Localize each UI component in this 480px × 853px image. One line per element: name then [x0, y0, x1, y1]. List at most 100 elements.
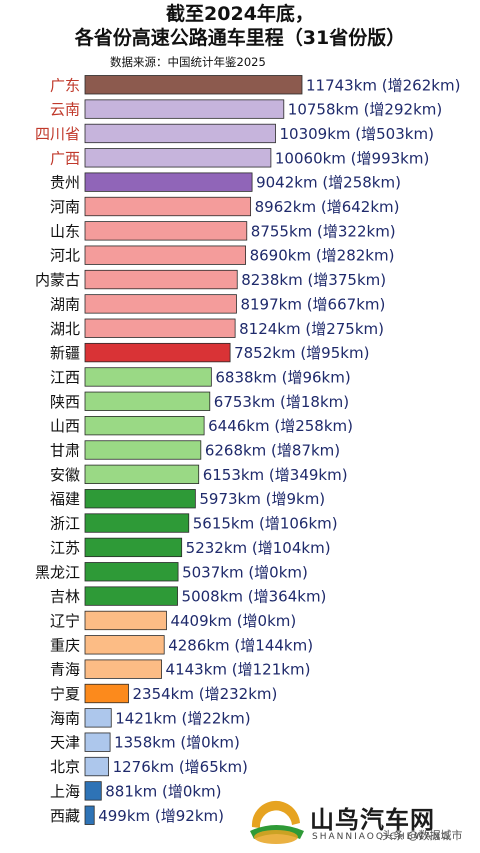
bar — [84, 781, 102, 801]
value-label: 6153km (增349km) — [203, 466, 348, 484]
category-label: 山西 — [50, 417, 80, 435]
bar — [84, 342, 231, 363]
watermark-brand: 山鸟汽车网 — [310, 806, 435, 834]
bar — [84, 269, 238, 290]
bar — [84, 635, 165, 655]
category-label: 甘肃 — [50, 442, 80, 460]
category-label: 湖北 — [50, 320, 80, 338]
value-label: 881km (增0km) — [105, 782, 221, 800]
chart-title-line-2: 各省份高速公路通车里程（31省份版） — [74, 27, 406, 49]
category-label: 江苏 — [50, 539, 80, 557]
value-label: 7852km (增95km) — [234, 344, 369, 362]
bar — [84, 196, 252, 217]
bar — [84, 537, 183, 558]
bar — [84, 318, 236, 338]
value-label: 8124km (增275km) — [239, 320, 384, 338]
category-label: 辽宁 — [50, 612, 80, 630]
value-label: 10309km (增503km) — [280, 125, 434, 143]
category-label: 安徽 — [50, 466, 80, 484]
bar — [84, 221, 248, 241]
bar — [84, 732, 111, 752]
category-label: 重庆 — [50, 636, 80, 654]
watermark-logo-icon — [250, 800, 304, 844]
value-label: 8962km (增642km) — [255, 198, 400, 216]
value-label: 8197km (增667km) — [240, 295, 385, 313]
bar — [84, 756, 109, 777]
category-label: 内蒙古 — [35, 271, 80, 289]
bar — [84, 440, 202, 460]
bar — [84, 99, 285, 119]
category-label: 北京 — [50, 758, 80, 776]
value-label: 6268km (增87km) — [205, 442, 340, 460]
value-label: 10758km (增292km) — [288, 101, 442, 119]
value-label: 5008km (增364km) — [182, 588, 327, 606]
category-label: 天津 — [50, 734, 80, 752]
value-label: 6753km (增18km) — [214, 393, 349, 411]
bar — [84, 708, 112, 728]
category-label: 河南 — [50, 198, 80, 216]
category-label: 宁夏 — [50, 685, 80, 703]
category-label: 广东 — [50, 76, 80, 94]
category-label: 河北 — [50, 247, 80, 265]
category-label: 新疆 — [50, 344, 80, 362]
value-label: 8690km (增282km) — [250, 247, 395, 265]
bar — [84, 415, 205, 436]
value-label: 5615km (增106km) — [193, 515, 338, 533]
category-label: 吉林 — [50, 588, 80, 606]
value-label: 4409km (增0km) — [170, 612, 296, 630]
value-label: 1358km (增0km) — [114, 734, 240, 752]
value-label: 8238km (增375km) — [241, 271, 386, 289]
category-label: 福建 — [50, 490, 80, 508]
chart-title-line-1: 截至2024年底， — [166, 3, 314, 25]
value-label: 6838km (增96km) — [215, 368, 350, 386]
category-label: 山东 — [50, 222, 80, 240]
value-label: 11743km (增262km) — [306, 76, 460, 94]
category-label: 四川省 — [35, 125, 80, 143]
category-label: 广西 — [50, 149, 80, 167]
value-label: 5973km (增9km) — [199, 490, 325, 508]
bar — [84, 294, 237, 314]
value-label: 10060km (增993km) — [275, 149, 429, 167]
watermark-tag: 头条 @数据城市 — [382, 829, 463, 842]
bar — [84, 513, 190, 533]
bar — [84, 562, 179, 582]
bar — [84, 659, 162, 679]
bar — [84, 245, 246, 265]
bar — [84, 610, 167, 631]
value-label: 5232km (增104km) — [186, 539, 331, 557]
bar — [84, 489, 196, 509]
category-label: 浙江 — [50, 515, 80, 533]
value-label: 5037km (增0km) — [182, 563, 308, 581]
category-label: 陕西 — [50, 393, 80, 411]
bar — [84, 683, 129, 704]
category-label: 江西 — [50, 368, 80, 386]
bar — [84, 148, 272, 168]
watermark-subtitle: SHANNIAOQICHEWANG — [312, 832, 451, 842]
category-label: 西藏 — [50, 807, 80, 825]
value-label: 9042km (增258km) — [256, 174, 401, 192]
bar — [84, 805, 95, 825]
category-label: 黑龙江 — [35, 563, 80, 581]
data-source: 数据来源：中国统计年鉴2025 — [110, 55, 266, 69]
category-label: 青海 — [50, 661, 80, 679]
value-label: 2354km (增232km) — [132, 685, 277, 703]
category-label: 湖南 — [50, 295, 80, 313]
category-label: 上海 — [50, 782, 80, 800]
value-label: 4286km (增144km) — [168, 636, 313, 654]
category-label: 海南 — [50, 709, 80, 727]
bar — [84, 367, 212, 387]
value-label: 4143km (增121km) — [166, 661, 311, 679]
bar — [84, 172, 253, 192]
value-label: 1276km (增65km) — [113, 758, 248, 776]
value-label: 6446km (增258km) — [208, 417, 353, 435]
category-label: 贵州 — [50, 174, 80, 192]
bar — [84, 586, 178, 606]
bar — [84, 391, 211, 411]
value-label: 499km (增92km) — [98, 807, 224, 825]
bar — [84, 464, 200, 485]
bar — [84, 123, 276, 144]
value-label: 1421km (增22km) — [115, 709, 250, 727]
value-label: 8755km (增322km) — [251, 222, 396, 240]
bar — [84, 75, 303, 95]
